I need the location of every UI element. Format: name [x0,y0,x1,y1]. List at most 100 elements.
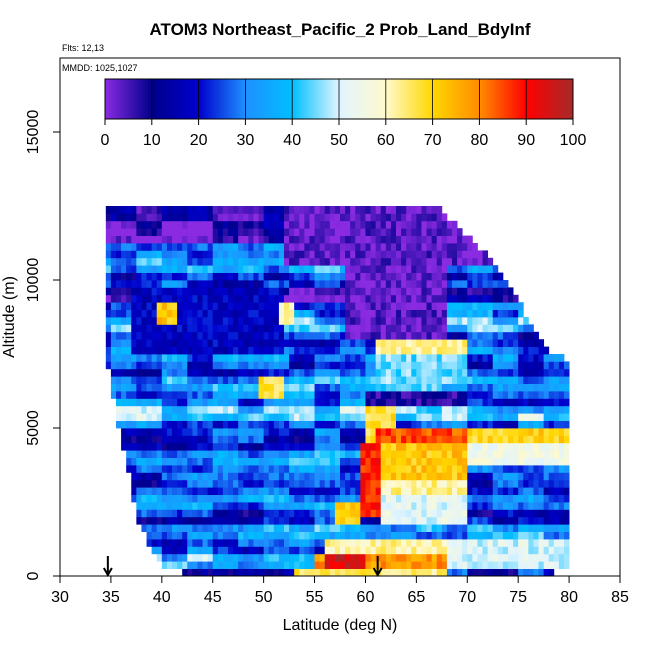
heatmap-cell [105,302,112,310]
heatmap-cell [202,435,209,444]
heatmap-cell [273,250,280,259]
heatmap-cell [253,324,259,333]
heatmap-cell [243,294,249,303]
heatmap-cell [217,331,224,340]
heatmap-cell [324,413,331,421]
heatmap-cell [345,531,351,540]
heatmap-cell [406,346,412,355]
heatmap-cell [268,280,275,288]
heatmap-cell [523,324,529,333]
heatmap-cell [355,272,361,281]
heatmap-cell [436,228,443,236]
heatmap-cell [350,361,356,370]
heatmap-cell [202,331,209,340]
heatmap-cell [243,257,249,266]
heatmap-cell [228,361,234,370]
heatmap-cell [278,235,285,244]
heatmap-cell [319,302,326,310]
heatmap-cell [406,472,412,481]
heatmap-cell [416,405,422,414]
heatmap-cell [467,553,473,562]
heatmap-cell [538,531,545,540]
heatmap-cell [436,487,443,495]
heatmap-cell [543,524,550,532]
heatmap-cell [314,465,321,473]
heatmap-cell [156,265,163,273]
heatmap-cell [319,354,326,362]
heatmap-cell [482,405,489,414]
heatmap-cell [319,524,326,532]
heatmap-cell [421,405,427,414]
heatmap-cell [411,442,417,451]
heatmap-cell [401,391,407,399]
heatmap-cell [340,317,346,325]
heatmap-cell [538,435,545,444]
heatmap-cell [355,457,361,466]
heatmap-cell [431,302,438,310]
heatmap-cell [299,420,305,429]
heatmap-cell [116,346,122,355]
heatmap-cell [553,457,560,466]
heatmap-cell [329,450,336,458]
heatmap-cell [340,354,346,362]
heatmap-cell [365,539,371,547]
heatmap-cell [166,346,173,355]
heatmap-cell [207,228,214,236]
heatmap-cell [462,383,468,392]
heatmap-cell [217,376,224,384]
heatmap-cell [187,361,193,370]
heatmap-cell [513,516,519,525]
heatmap-cell [187,398,193,407]
heatmap-cell [182,391,188,399]
heatmap-cell [110,317,117,325]
heatmap-cell [116,287,122,296]
heatmap-cell [187,228,193,236]
heatmap-cell [258,524,265,532]
heatmap-cell [436,243,443,251]
heatmap-cell [258,391,265,399]
heatmap-cell [136,346,142,355]
heatmap-cell [370,257,377,266]
heatmap-cell [360,294,366,303]
heatmap-cell [345,428,351,436]
heatmap-cell [141,502,147,510]
heatmap-cell [426,243,433,251]
heatmap-cell [350,479,356,488]
heatmap-cell [207,206,214,214]
heatmap-cell [385,531,392,540]
heatmap-cell [161,265,168,273]
heatmap-cell [472,435,478,444]
heatmap-cell [156,272,163,281]
heatmap-cell [161,324,168,333]
heatmap-cell [187,368,193,377]
heatmap-cell [136,398,142,407]
heatmap-cell [258,487,265,495]
heatmap-cell [350,368,356,377]
heatmap-cell [182,568,188,576]
heatmap-cell [253,302,259,310]
heatmap [105,206,570,576]
heatmap-cell [431,553,438,562]
heatmap-cell [340,294,346,303]
heatmap-cell [508,457,514,466]
heatmap-cell [248,472,254,481]
heatmap-cell [182,309,188,318]
heatmap-cell [482,272,489,281]
heatmap-cell [436,398,443,407]
heatmap-cell [380,428,387,436]
heatmap-cell [278,228,285,236]
heatmap-cell [334,420,341,429]
heatmap-cell [365,428,371,436]
heatmap-cell [431,250,438,259]
heatmap-cell [187,561,193,569]
heatmap-cell [192,420,198,429]
heatmap-cell [385,331,392,340]
heatmap-cell [278,257,285,266]
heatmap-cell [126,257,132,266]
heatmap-cell [345,561,351,569]
heatmap-cell [350,317,356,325]
heatmap-cell [472,302,478,310]
heatmap-cell [177,346,183,355]
heatmap-cell [253,206,259,214]
heatmap-cell [365,339,371,347]
